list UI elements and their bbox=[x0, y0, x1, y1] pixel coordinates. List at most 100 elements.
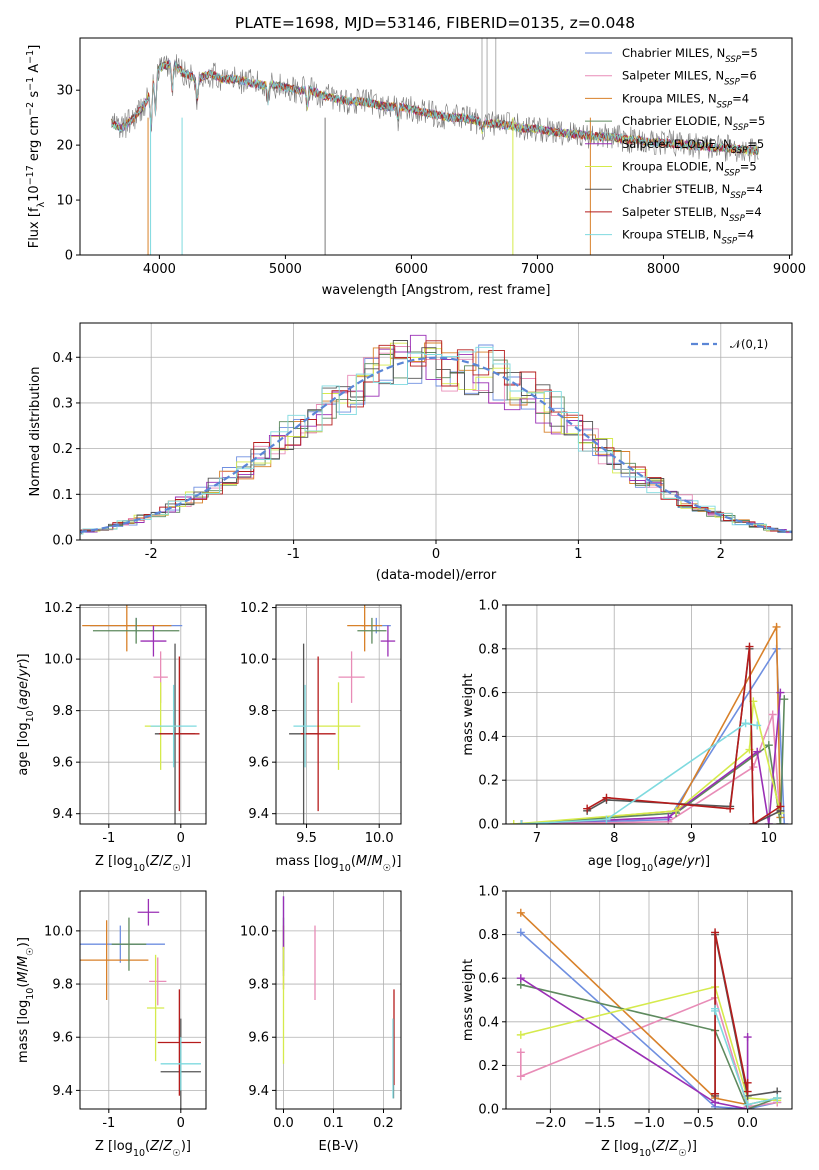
y-tick-label: 0.2 bbox=[478, 1059, 499, 1074]
error-bars bbox=[282, 896, 395, 1099]
y-tick-label: 10.0 bbox=[240, 653, 269, 668]
y-tick-label: 9.6 bbox=[248, 756, 269, 771]
y-tick-label: 0.6 bbox=[478, 686, 499, 701]
y-tick-label: 9.4 bbox=[248, 1084, 269, 1099]
weight-marker bbox=[749, 820, 758, 824]
legend-entry-label: Kroupa ELODIE, NSSP=5 bbox=[622, 160, 757, 179]
figure-title: PLATE=1698, MJD=53146, FIBERID=0135, z=0… bbox=[235, 14, 635, 32]
spectrum-panel: 4000 5000 6000 7000 8000 9000 0 10 20 30 wavelengt… bbox=[25, 37, 806, 298]
label-part: E(B-V) bbox=[318, 1139, 358, 1154]
legend-sub: SSP bbox=[722, 237, 738, 247]
age-vs-metallicity-panel: -1 09.49.69.810.010.2Z [log10(Z/Z☉)]age [… bbox=[16, 601, 207, 874]
weight-lines bbox=[509, 622, 789, 824]
label-part: )] bbox=[16, 653, 31, 663]
legend-sub: SSP bbox=[724, 78, 740, 88]
y-tick-label: 30 bbox=[56, 84, 73, 99]
weight-marker bbox=[768, 710, 777, 719]
legend-suffix: =5 bbox=[748, 114, 765, 128]
mass-vs-extinction-panel: 0.0 0.1 0.2 9.4 9.6 9.8 10.0 E(B-V) bbox=[240, 890, 402, 1154]
weight-marker bbox=[745, 642, 754, 651]
label-part: age bbox=[658, 854, 682, 869]
y-axis-label: Flux [fλ10−17 erg cm−2 s−1 A−1] bbox=[25, 45, 47, 249]
y-axis-label: mass weight bbox=[461, 959, 476, 1041]
x-tick-label: 1 bbox=[574, 547, 582, 562]
x-tick-label: −1.5 bbox=[584, 1116, 616, 1131]
label-part: ( bbox=[351, 854, 356, 869]
y-tick-label: 10.2 bbox=[240, 601, 269, 616]
label-part: 10 bbox=[339, 863, 351, 874]
weight-marker bbox=[780, 695, 789, 704]
label-part: Normed distribution bbox=[28, 367, 43, 497]
weight-marker bbox=[672, 806, 681, 815]
plot-frame bbox=[275, 604, 402, 825]
label-part: ] bbox=[27, 45, 42, 50]
mass-vs-metallicity-panel: -1 09.49.69.810.0Z [log10(Z/Z☉)]mass [log… bbox=[16, 890, 207, 1159]
weight-marker bbox=[516, 908, 525, 917]
y-tick-label: 0.2 bbox=[478, 774, 499, 789]
label-part: mass [log bbox=[16, 1000, 31, 1063]
x-tick-label: -2 bbox=[145, 547, 158, 562]
x-axis-label: Z [log10(Z/Z☉)] bbox=[601, 1139, 697, 1159]
x-tick-label: 0.0 bbox=[273, 1116, 294, 1131]
label-part: )] bbox=[181, 854, 191, 869]
plot-frame bbox=[79, 890, 207, 1110]
weight-marker bbox=[753, 721, 762, 730]
label-part: mass [log bbox=[276, 854, 339, 869]
weight-marker bbox=[749, 763, 758, 772]
label-part: 10 bbox=[25, 710, 36, 722]
y-tick-label: 10.2 bbox=[44, 601, 73, 616]
label-part: ( bbox=[653, 854, 658, 869]
label-part: age [log bbox=[588, 854, 641, 869]
label-part: M bbox=[372, 854, 383, 869]
label-part: M bbox=[16, 971, 31, 982]
legend-entry-label: Salpeter STELIB, NSSP=4 bbox=[622, 205, 762, 224]
weight-series-8 bbox=[521, 722, 758, 824]
label-part: λ bbox=[36, 201, 47, 207]
x-tick-label: 0.0 bbox=[737, 1116, 758, 1131]
label-part: −2 bbox=[25, 102, 36, 116]
label-part: 10 bbox=[27, 185, 42, 202]
weight-marker bbox=[602, 793, 611, 802]
x-tick-label: -1 bbox=[102, 1116, 115, 1131]
x-tick-label: 0 bbox=[177, 1116, 185, 1131]
label-part: / bbox=[159, 1139, 164, 1154]
plot-frame bbox=[505, 604, 793, 825]
x-axis-label: wavelength [Angstrom, rest frame] bbox=[322, 283, 551, 298]
plot-frame bbox=[79, 37, 793, 256]
label-part: Flux [f bbox=[27, 207, 42, 248]
label-part: 10 bbox=[133, 1148, 145, 1159]
weight-marker bbox=[516, 1072, 525, 1081]
y-tick-label: 0.3 bbox=[52, 396, 73, 411]
y-tick-label: 10.0 bbox=[44, 653, 73, 668]
label-part: ( bbox=[16, 705, 31, 710]
legend-text: Kroupa MILES, N bbox=[622, 91, 717, 105]
legend-sub: SSP bbox=[729, 214, 745, 224]
label-part: M bbox=[356, 854, 367, 869]
legend-suffix: =4 bbox=[737, 228, 754, 242]
label-part: Z bbox=[162, 1139, 173, 1154]
label-part: Z [log bbox=[95, 854, 133, 869]
weight-marker bbox=[516, 1030, 525, 1039]
x-tick-label: 0.1 bbox=[323, 1116, 344, 1131]
weight-marker bbox=[741, 719, 750, 728]
legend-sub: SSP bbox=[725, 55, 741, 65]
weight-marker bbox=[772, 622, 781, 631]
histograms bbox=[80, 334, 792, 535]
x-tick-label: 0 bbox=[432, 547, 440, 562]
plot-frame bbox=[79, 322, 793, 541]
y-tick-label: 1.0 bbox=[478, 885, 499, 900]
x-tick-label: 0 bbox=[177, 831, 185, 846]
label-part: mass weight bbox=[461, 673, 476, 755]
legend-text: Chabrier ELODIE, N bbox=[622, 114, 733, 128]
spectrum-lines bbox=[111, 38, 760, 255]
y-axis-label: mass weight bbox=[461, 673, 476, 755]
weight-marker bbox=[664, 813, 673, 822]
legend-text: Salpeter STELIB, N bbox=[622, 205, 729, 219]
label-part: ☉ bbox=[172, 863, 181, 874]
weight-marker bbox=[743, 1078, 752, 1087]
y-tick-label: 0.4 bbox=[478, 730, 499, 745]
x-tick-label: 4000 bbox=[143, 262, 176, 277]
weight-marker bbox=[583, 804, 592, 813]
label-part: A bbox=[27, 64, 42, 77]
label-part: erg cm bbox=[27, 116, 42, 165]
